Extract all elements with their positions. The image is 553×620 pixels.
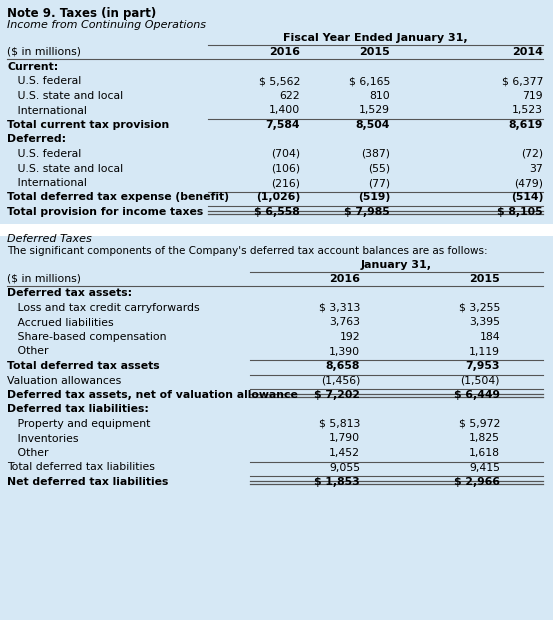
Text: 7,584: 7,584 bbox=[265, 120, 300, 130]
Text: (1,456): (1,456) bbox=[321, 376, 360, 386]
Text: Current:: Current: bbox=[7, 62, 58, 72]
Text: Deferred tax liabilities:: Deferred tax liabilities: bbox=[7, 404, 149, 415]
Text: (1,026): (1,026) bbox=[255, 192, 300, 203]
Text: Property and equipment: Property and equipment bbox=[7, 419, 150, 429]
Text: ($ in millions): ($ in millions) bbox=[7, 273, 81, 283]
Text: Income from Continuing Operations: Income from Continuing Operations bbox=[7, 20, 206, 30]
Text: 7,953: 7,953 bbox=[466, 361, 500, 371]
Text: 1,790: 1,790 bbox=[329, 433, 360, 443]
Text: 1,618: 1,618 bbox=[469, 448, 500, 458]
Text: ($ in millions): ($ in millions) bbox=[7, 47, 81, 57]
Text: (479): (479) bbox=[514, 178, 543, 188]
Text: 9,055: 9,055 bbox=[329, 463, 360, 472]
Text: (72): (72) bbox=[521, 149, 543, 159]
Text: $ 6,165: $ 6,165 bbox=[348, 76, 390, 87]
Text: (519): (519) bbox=[358, 192, 390, 203]
Text: (387): (387) bbox=[361, 149, 390, 159]
Text: Deferred Taxes: Deferred Taxes bbox=[7, 234, 92, 244]
Text: 1,825: 1,825 bbox=[469, 433, 500, 443]
Text: 1,529: 1,529 bbox=[359, 105, 390, 115]
Text: 8,619: 8,619 bbox=[509, 120, 543, 130]
Text: The significant components of the Company's deferred tax account balances are as: The significant components of the Compan… bbox=[7, 247, 488, 257]
Text: 37: 37 bbox=[529, 164, 543, 174]
Text: (216): (216) bbox=[271, 178, 300, 188]
Bar bbox=[0, 223, 553, 236]
Text: $ 6,558: $ 6,558 bbox=[254, 207, 300, 217]
Text: $ 8,105: $ 8,105 bbox=[497, 207, 543, 217]
Text: Other: Other bbox=[7, 448, 49, 458]
Text: 2014: 2014 bbox=[512, 47, 543, 57]
Text: Deferred tax assets, net of valuation allowance: Deferred tax assets, net of valuation al… bbox=[7, 390, 298, 400]
Text: Total deferred tax assets: Total deferred tax assets bbox=[7, 361, 160, 371]
Text: $ 5,562: $ 5,562 bbox=[259, 76, 300, 87]
Text: Inventories: Inventories bbox=[7, 433, 79, 443]
Text: $ 5,972: $ 5,972 bbox=[458, 419, 500, 429]
Text: $ 3,313: $ 3,313 bbox=[319, 303, 360, 313]
Text: $ 1,853: $ 1,853 bbox=[314, 477, 360, 487]
Text: Loss and tax credit carryforwards: Loss and tax credit carryforwards bbox=[7, 303, 200, 313]
Text: Total provision for income taxes: Total provision for income taxes bbox=[7, 207, 204, 217]
Text: 2015: 2015 bbox=[359, 47, 390, 57]
Text: 8,658: 8,658 bbox=[326, 361, 360, 371]
Text: (106): (106) bbox=[271, 164, 300, 174]
Text: Deferred:: Deferred: bbox=[7, 135, 66, 144]
Text: 9,415: 9,415 bbox=[469, 463, 500, 472]
Text: 1,452: 1,452 bbox=[329, 448, 360, 458]
Text: 2016: 2016 bbox=[329, 273, 360, 283]
Text: Total deferred tax expense (benefit): Total deferred tax expense (benefit) bbox=[7, 192, 229, 203]
Text: U.S. federal: U.S. federal bbox=[7, 149, 81, 159]
Text: 1,523: 1,523 bbox=[512, 105, 543, 115]
Text: (514): (514) bbox=[510, 192, 543, 203]
Text: 192: 192 bbox=[340, 332, 360, 342]
Text: 3,395: 3,395 bbox=[469, 317, 500, 327]
Text: $ 7,985: $ 7,985 bbox=[345, 207, 390, 217]
Text: Note 9. Taxes (in part): Note 9. Taxes (in part) bbox=[7, 7, 156, 20]
Text: International: International bbox=[7, 105, 87, 115]
Text: $ 6,449: $ 6,449 bbox=[454, 390, 500, 400]
Text: International: International bbox=[7, 178, 87, 188]
Text: 1,119: 1,119 bbox=[469, 347, 500, 356]
Text: (77): (77) bbox=[368, 178, 390, 188]
Text: Accrued liabilities: Accrued liabilities bbox=[7, 317, 113, 327]
Text: $ 3,255: $ 3,255 bbox=[458, 303, 500, 313]
Text: $ 5,813: $ 5,813 bbox=[319, 419, 360, 429]
Text: 810: 810 bbox=[369, 91, 390, 101]
Text: (704): (704) bbox=[271, 149, 300, 159]
Text: $ 6,377: $ 6,377 bbox=[502, 76, 543, 87]
Text: Other: Other bbox=[7, 347, 49, 356]
Text: 184: 184 bbox=[479, 332, 500, 342]
Text: (1,504): (1,504) bbox=[461, 376, 500, 386]
Text: Fiscal Year Ended January 31,: Fiscal Year Ended January 31, bbox=[283, 33, 468, 43]
Text: Deferred tax assets:: Deferred tax assets: bbox=[7, 288, 132, 298]
Text: Share-based compensation: Share-based compensation bbox=[7, 332, 166, 342]
Text: (55): (55) bbox=[368, 164, 390, 174]
Text: U.S. federal: U.S. federal bbox=[7, 76, 81, 87]
Text: $ 2,966: $ 2,966 bbox=[454, 477, 500, 487]
Text: 1,400: 1,400 bbox=[269, 105, 300, 115]
Text: U.S. state and local: U.S. state and local bbox=[7, 91, 123, 101]
Text: $ 7,202: $ 7,202 bbox=[314, 390, 360, 400]
Text: 1,390: 1,390 bbox=[329, 347, 360, 356]
Text: January 31,: January 31, bbox=[361, 260, 432, 270]
Text: 2015: 2015 bbox=[469, 273, 500, 283]
Text: 622: 622 bbox=[279, 91, 300, 101]
Text: 8,504: 8,504 bbox=[356, 120, 390, 130]
Text: Valuation allowances: Valuation allowances bbox=[7, 376, 121, 386]
Text: 719: 719 bbox=[523, 91, 543, 101]
Text: Net deferred tax liabilities: Net deferred tax liabilities bbox=[7, 477, 168, 487]
Text: 2016: 2016 bbox=[269, 47, 300, 57]
Text: 3,763: 3,763 bbox=[329, 317, 360, 327]
Text: U.S. state and local: U.S. state and local bbox=[7, 164, 123, 174]
Text: Total deferred tax liabilities: Total deferred tax liabilities bbox=[7, 463, 155, 472]
Text: Total current tax provision: Total current tax provision bbox=[7, 120, 169, 130]
